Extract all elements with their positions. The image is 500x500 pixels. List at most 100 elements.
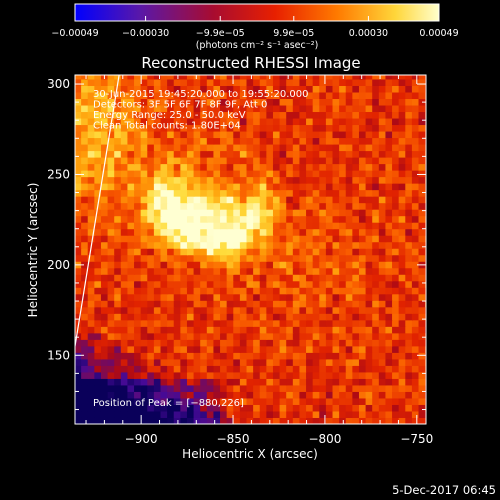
heatmap-cell [332, 254, 341, 262]
heatmap-cell [186, 410, 195, 418]
heatmap-cell [153, 208, 162, 217]
heatmap-cell [120, 137, 129, 145]
heatmap-cell [325, 299, 334, 308]
heatmap-cell [193, 111, 202, 119]
heatmap-cell [100, 286, 109, 295]
heatmap-cell [140, 410, 149, 418]
heatmap-cell [114, 312, 122, 321]
heatmap-cell [140, 332, 149, 340]
heatmap-cell [75, 234, 83, 243]
heatmap-cell [345, 150, 354, 158]
heatmap-cell [153, 345, 162, 353]
heatmap-cell [358, 299, 367, 308]
heatmap-cell [140, 260, 149, 269]
heatmap-cell [312, 384, 321, 392]
heatmap-cell [167, 156, 175, 165]
heatmap-cell [167, 124, 175, 132]
heatmap-cell [372, 234, 380, 243]
heatmap-cell [286, 286, 294, 295]
heatmap-cell [352, 215, 360, 223]
heatmap-cell [75, 364, 83, 373]
heatmap-cell [259, 137, 268, 145]
heatmap-cell [279, 143, 288, 152]
heatmap-cell [299, 137, 308, 145]
heatmap-cell [279, 364, 288, 373]
heatmap-cell [167, 176, 175, 184]
heatmap-cell [392, 78, 400, 86]
heatmap-cell [319, 215, 327, 223]
heatmap-cell [213, 371, 222, 379]
heatmap-cell [306, 312, 314, 321]
heatmap-cell [226, 384, 235, 392]
heatmap-cell [160, 111, 169, 119]
x-tick-label: −900 [125, 432, 158, 446]
heatmap-cell [239, 228, 248, 236]
heatmap-cell [100, 319, 109, 327]
heatmap-cell [120, 84, 129, 93]
heatmap-cell [405, 247, 413, 256]
heatmap-cell [114, 150, 122, 158]
heatmap-cell [206, 286, 215, 295]
heatmap-cell [385, 176, 394, 184]
heatmap-cell [279, 273, 288, 282]
heatmap-cell [398, 273, 407, 282]
heatmap-cell [411, 163, 420, 171]
heatmap-cell [160, 410, 169, 418]
heatmap-cell [352, 78, 360, 86]
heatmap-cell [312, 202, 321, 210]
heatmap-cell [378, 247, 387, 256]
heatmap-cell [345, 195, 354, 204]
heatmap-cell [253, 117, 261, 126]
heatmap-cell [193, 351, 202, 360]
heatmap-cell [253, 332, 261, 340]
heatmap-cell [405, 98, 413, 106]
heatmap-cell [226, 345, 235, 353]
heatmap-cell [418, 221, 426, 230]
heatmap-cell [186, 319, 195, 327]
heatmap-cell [180, 104, 188, 113]
heatmap-cell [332, 104, 341, 113]
heatmap-cell [345, 84, 354, 93]
heatmap-cell [253, 228, 261, 236]
heatmap-cell [358, 189, 367, 197]
heatmap-cell [180, 124, 188, 132]
heatmap-cell [147, 293, 155, 301]
heatmap-cell [200, 104, 208, 113]
heatmap-cell [392, 384, 400, 392]
heatmap-cell [206, 176, 215, 184]
heatmap-cell [272, 299, 281, 308]
heatmap-cell [107, 345, 116, 353]
heatmap-cell [114, 390, 122, 399]
heatmap-cell [127, 299, 136, 308]
heatmap-cell [365, 189, 374, 197]
heatmap-cell [398, 286, 407, 295]
heatmap-cell [292, 150, 301, 158]
heatmap-cell [385, 325, 394, 334]
heatmap-cell [345, 104, 354, 113]
heatmap-cell [246, 98, 255, 106]
heatmap-cell [147, 299, 155, 308]
heatmap-cell [186, 377, 195, 386]
heatmap-cell [345, 208, 354, 217]
heatmap-cell [147, 234, 155, 243]
heatmap-cell [319, 78, 327, 86]
heatmap-cell [339, 215, 347, 223]
heatmap-cell [385, 280, 394, 288]
heatmap-cell [286, 247, 294, 256]
heatmap-cell [246, 267, 255, 275]
heatmap-cell [312, 215, 321, 223]
heatmap-cell [94, 280, 102, 288]
heatmap-cell [365, 176, 374, 184]
heatmap-cell [186, 169, 195, 178]
heatmap-cell [365, 98, 374, 106]
heatmap-cell [239, 299, 248, 308]
heatmap-cell [120, 390, 129, 399]
heatmap-cell [378, 286, 387, 295]
heatmap-cell [345, 124, 354, 132]
heatmap-cell [206, 306, 215, 314]
heatmap-cell [299, 104, 308, 113]
heatmap-cell [81, 241, 89, 249]
heatmap-cell [127, 416, 136, 424]
heatmap-cell [312, 150, 321, 158]
heatmap-cell [213, 364, 222, 373]
